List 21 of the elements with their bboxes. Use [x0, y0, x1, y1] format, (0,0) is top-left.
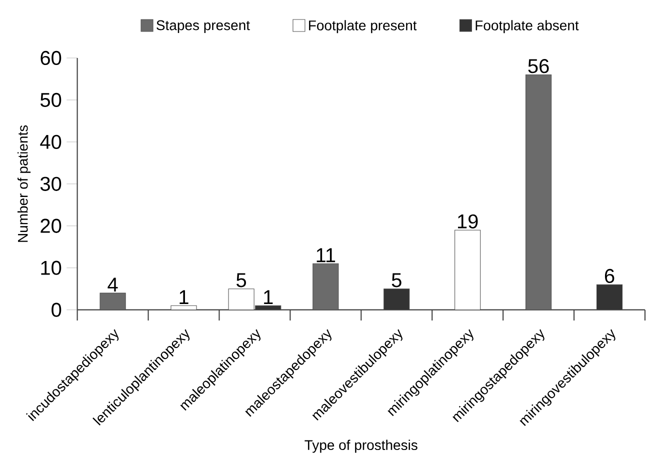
- x-axis-title: Type of prosthesis: [304, 440, 418, 453]
- legend-label: Stapes present: [156, 20, 250, 34]
- data-label: 56: [528, 59, 549, 74]
- y-tick-label: 10: [41, 260, 62, 276]
- y-axis-title: Number of patients: [18, 125, 31, 242]
- data-label: 1: [264, 290, 273, 304]
- legend-label: Footplate absent: [476, 20, 579, 34]
- y-tick-label: 20: [40, 218, 62, 234]
- data-label: 5: [236, 273, 246, 288]
- data-label: 4: [108, 278, 118, 292]
- y-tick-label: 50: [40, 93, 62, 108]
- data-label: 5: [392, 273, 402, 288]
- y-tick-label: 30: [40, 176, 62, 192]
- data-label: 6: [604, 269, 614, 284]
- data-label: 11: [316, 248, 336, 262]
- y-tick-label: 0: [52, 302, 62, 318]
- y-tick-label: 60: [40, 51, 62, 66]
- data-label: 19: [458, 214, 478, 229]
- legend-label: Footplate present: [309, 20, 417, 34]
- y-tick-label: 40: [40, 134, 62, 150]
- data-label: 1: [180, 290, 188, 304]
